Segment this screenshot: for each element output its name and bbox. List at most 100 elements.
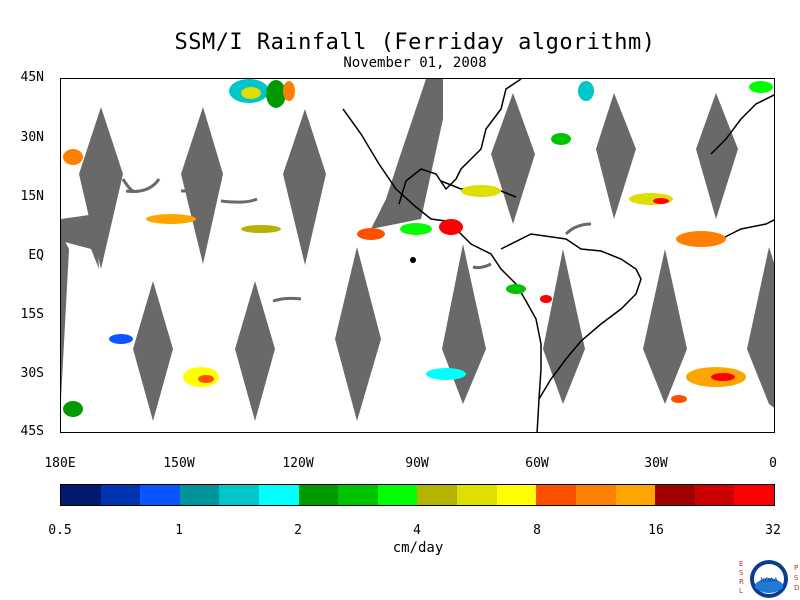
colorbar-swatch: [734, 485, 774, 505]
rain-cell: [426, 368, 466, 380]
rain-cell: [266, 80, 286, 108]
rain-cell: [551, 133, 571, 145]
colorbar-swatch: [457, 485, 497, 505]
rain-cell: [461, 185, 501, 197]
colorbar-swatch: [417, 485, 458, 505]
rain-cell: [146, 214, 196, 224]
colorbar-swatch: [536, 485, 576, 505]
colorbar-label: 0.5: [48, 523, 72, 538]
map-title: SSM/I Rainfall (Ferriday algorithm): [174, 30, 656, 55]
logo-letter: R: [739, 578, 744, 586]
colorbar-swatch: [61, 485, 101, 505]
rain-cell: [671, 395, 687, 403]
swath-gap: [442, 244, 486, 404]
swath-edges: [121, 177, 592, 303]
lon-label-90w: 90W: [405, 456, 429, 471]
lon-label-180e: 180E: [44, 456, 76, 471]
colorbar-swatch: [219, 485, 260, 505]
colorbar-label: 8: [533, 523, 541, 538]
rain-cell: [400, 223, 432, 235]
rain-cell: [357, 228, 385, 240]
coastline: [398, 79, 522, 205]
coastline: [710, 94, 774, 155]
swath-gaps: [61, 79, 774, 421]
lat-label-15n: 15N: [20, 189, 44, 204]
rain-cell: [711, 373, 735, 381]
rain-cell: [506, 284, 526, 294]
lon-label-120w: 120W: [282, 456, 314, 471]
colorbar-swatch: [298, 485, 339, 505]
rain-cell: [241, 87, 261, 99]
colorbar-swatch: [100, 485, 141, 505]
rain-cell: [439, 219, 463, 235]
swath-gap: [61, 234, 69, 399]
logo-letter: E: [739, 560, 744, 568]
colorbar-swatch: [179, 485, 220, 505]
island: [410, 257, 416, 263]
swath-gap: [543, 249, 585, 404]
lon-label-0: 0: [769, 456, 777, 471]
swath-gap: [283, 109, 326, 265]
logo-letter: L: [739, 587, 743, 595]
swath-gap: [181, 107, 223, 264]
rainfall-cells: [63, 79, 773, 417]
colorbar-swatch: [655, 485, 695, 505]
colorbar-swatch: [615, 485, 656, 505]
rainfall-map: [60, 78, 775, 433]
map-date: November 01, 2008: [343, 55, 487, 71]
swath-edge: [564, 222, 592, 236]
colorbar-swatch: [575, 485, 616, 505]
lon-label-60w: 60W: [525, 456, 549, 471]
coastline: [342, 108, 542, 432]
rain-cell: [578, 81, 594, 101]
rain-cell: [198, 375, 214, 383]
swath-gap: [696, 93, 738, 219]
coastline: [500, 233, 642, 400]
lat-label-30n: 30N: [20, 130, 44, 145]
lon-label-150w: 150W: [163, 456, 195, 471]
rain-cell: [653, 198, 669, 204]
swath-gap: [491, 93, 535, 224]
swath-gap: [371, 79, 443, 229]
rain-cell: [283, 81, 295, 101]
colorbar-swatch: [259, 485, 299, 505]
rain-cell: [676, 231, 726, 247]
lon-label-30w: 30W: [644, 456, 668, 471]
rain-cell: [109, 334, 133, 344]
logo-letter: P: [794, 564, 799, 572]
swath-edge: [272, 296, 302, 303]
logo-letter: D: [794, 584, 800, 592]
coastlines: [342, 79, 774, 432]
colorbar-swatch: [140, 485, 180, 505]
swath-edge: [121, 178, 134, 193]
colorbar-units: cm/day: [392, 540, 444, 556]
rain-cell: [749, 81, 773, 93]
rain-cell: [540, 295, 552, 303]
swath-gap: [596, 93, 636, 219]
colorbar-swatch: [338, 485, 378, 505]
lat-label-45s: 45S: [20, 424, 44, 439]
colorbar-label: 32: [765, 523, 781, 538]
rain-cell: [241, 225, 281, 233]
colorbar: [60, 484, 775, 506]
lat-label-eq: EQ: [28, 248, 44, 263]
swath-gap: [79, 107, 123, 269]
badge-text: NOAA: [760, 577, 778, 584]
swath-gap: [747, 247, 774, 408]
lat-label-15s: 15S: [20, 307, 44, 322]
rain-cell: [63, 401, 83, 417]
colorbar-swatch: [496, 485, 537, 505]
colorbar-swatch: [377, 485, 418, 505]
coastline: [720, 219, 774, 240]
colorbar-swatch: [694, 485, 735, 505]
colorbar-label: 2: [294, 523, 302, 538]
swath-gap: [643, 249, 687, 404]
logo-letter: S: [739, 569, 744, 577]
swath-gap: [133, 281, 173, 421]
logo-letter: S: [794, 574, 799, 582]
swath-edge: [472, 262, 492, 270]
map-canvas: [61, 79, 774, 432]
lat-label-30s: 30S: [20, 366, 44, 381]
swath-edge: [220, 197, 258, 204]
swath-gap: [335, 247, 381, 421]
